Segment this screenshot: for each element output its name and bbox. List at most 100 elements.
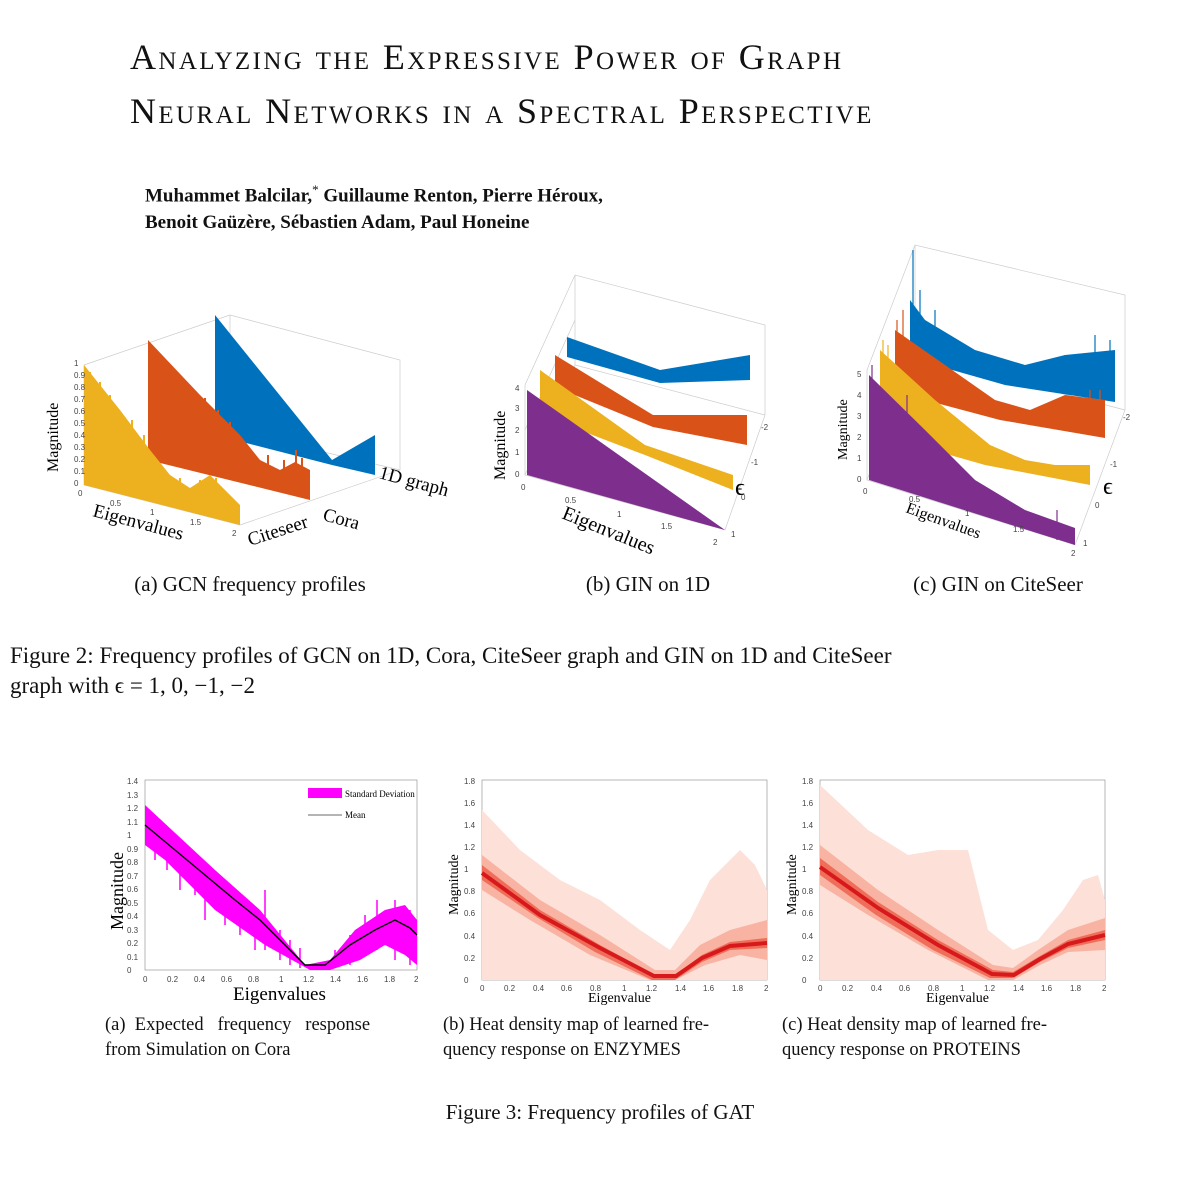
fig2c-gin-citeseer-plot: 0 1 2 3 4 5 0 0.5 1 1.5 2 1 0 -1 -2 Magn… — [836, 244, 1131, 558]
ginciteseer-xtick: 1 — [965, 509, 970, 518]
sim-xtick: 1.8 — [384, 975, 396, 984]
sim-y-label: Magnitude — [107, 852, 127, 930]
enzymes-ytick: 0 — [464, 976, 469, 985]
proteins-ytick: 0 — [802, 976, 807, 985]
enzymes-xtick: 1.8 — [732, 984, 744, 993]
figure3-caption: Figure 3: Frequency profiles of GAT — [445, 1100, 755, 1124]
sim-ytick: 0.9 — [127, 845, 139, 854]
gcn-ytick: 0.9 — [74, 371, 86, 380]
enzymes-xtick: 1 — [622, 984, 627, 993]
gcn-xtick: 1 — [150, 508, 155, 517]
fig3b-caption: (b) Heat density map of learned fre- que… — [443, 1013, 783, 1063]
gin1d-x-ticks: 0 0.5 1 1.5 2 — [521, 483, 718, 547]
ginciteseer-series-eps-minus2 — [910, 250, 1115, 402]
fig3c-caption: (c) Heat density map of learned fre- que… — [782, 1013, 1122, 1063]
proteins-ytick: 0.2 — [802, 954, 814, 963]
gin1d-ytick: 0 — [515, 470, 520, 479]
gcn-ytick: 0 — [74, 479, 79, 488]
ginciteseer-series-eps1 — [869, 365, 1075, 545]
ginciteseer-eps-tick: -2 — [1123, 413, 1131, 422]
fig3a-caption: (a) Expected frequency response from Sim… — [105, 1013, 440, 1063]
ginciteseer-ytick: 5 — [857, 370, 862, 379]
sim-xtick: 0.6 — [221, 975, 233, 984]
fig3a-caption-line1: (a) Expected frequency response — [105, 1015, 371, 1035]
proteins-xtick: 0.4 — [871, 984, 883, 993]
ginciteseer-ytick: 0 — [857, 475, 862, 484]
ginciteseer-x-ticks: 0 0.5 1 1.5 2 — [863, 487, 1076, 558]
ginciteseer-y-ticks: 0 1 2 3 4 5 — [857, 370, 862, 484]
sim-ytick: 1.2 — [127, 804, 139, 813]
gin1d-series-eps1 — [527, 390, 725, 530]
enzymes-xtick: 0.2 — [504, 984, 516, 993]
proteins-xtick: 0.2 — [842, 984, 854, 993]
legend-mean-label: Mean — [345, 810, 366, 820]
gin1d-xtick: 0 — [521, 483, 526, 492]
ginciteseer-eps-ticks: 1 0 -1 -2 — [1083, 413, 1131, 548]
sim-ytick: 0.5 — [127, 899, 139, 908]
gin1d-xtick: 2 — [713, 538, 718, 547]
enzymes-x-label: Eigenvalue — [588, 991, 651, 1006]
enzymes-xtick: 2 — [764, 984, 769, 993]
gin1d-eps-tick: -2 — [761, 423, 769, 432]
author-list: Muhammet Balcilar,* Guillaume Renton, Pi… — [145, 176, 603, 236]
gin1d-series-eps0 — [540, 370, 733, 490]
ginciteseer-xtick: 2 — [1071, 549, 1076, 558]
figure2-caption-line1: Figure 2: Frequency profiles of GCN on 1… — [10, 643, 892, 668]
enzymes-ytick: 0.2 — [464, 954, 476, 963]
figure2-caption-line2: graph with ϵ = 1, 0, −1, −2 — [10, 673, 255, 698]
enzymes-ytick: 0.8 — [464, 887, 476, 896]
gcn-ytick: 0.5 — [74, 419, 86, 428]
gcn-xtick: 1.5 — [190, 518, 202, 527]
sim-xtick: 1.4 — [330, 975, 342, 984]
enzymes-y-ticks: 0 0.2 0.4 0.6 0.8 1 1.2 1.4 1.6 1.8 — [464, 777, 476, 985]
sim-ytick: 0 — [127, 966, 132, 975]
ginciteseer-ytick: 3 — [857, 412, 862, 421]
fig3b-enzymes-heatmap: 0 0.2 0.4 0.6 0.8 1 1.2 1.4 1.6 1.8 0 0.… — [447, 777, 769, 1006]
sim-ytick: 0.2 — [127, 939, 139, 948]
sim-xtick: 1.6 — [357, 975, 369, 984]
gin1d-series-eps-minus1 — [555, 355, 747, 445]
fig3b-caption-line1: (b) Heat density map of learned fre- — [443, 1015, 710, 1035]
proteins-xtick: 0 — [818, 984, 823, 993]
enzymes-ytick: 1 — [464, 865, 469, 874]
gcn-xtick: 2 — [232, 529, 237, 538]
gin1d-ytick: 3 — [515, 404, 520, 413]
legend-std-swatch — [308, 788, 342, 798]
gin1d-ytick: 1 — [515, 448, 520, 457]
proteins-xtick: 2 — [1102, 984, 1107, 993]
authors-line-1b: Guillaume Renton, Pierre Héroux, — [318, 185, 603, 207]
gin1d-eps-tick: 0 — [741, 493, 746, 502]
proteins-ytick: 1.8 — [802, 777, 814, 786]
sim-ytick: 0.3 — [127, 926, 139, 935]
enzymes-ytick: 1.2 — [464, 843, 476, 852]
sim-xtick: 0.8 — [248, 975, 260, 984]
proteins-ytick: 1 — [802, 865, 807, 874]
proteins-ytick: 0.8 — [802, 887, 814, 896]
fig3c-caption-line2: quency response on PROTEINS — [782, 1040, 1021, 1060]
gcn-y-label: Magnitude — [45, 403, 62, 472]
gin1d-y-label: Magnitude — [492, 411, 509, 480]
proteins-y-label: Magnitude — [785, 854, 800, 915]
proteins-xtick: 0.6 — [899, 984, 911, 993]
gcn-xtick: 0 — [78, 489, 83, 498]
proteins-x-label: Eigenvalue — [926, 991, 989, 1006]
gcn-depth-label-1d: 1D graph — [377, 463, 452, 502]
sim-ytick: 1.4 — [127, 777, 139, 786]
sim-xtick: 1 — [279, 975, 284, 984]
proteins-x-ticks: 0 0.2 0.4 0.6 0.8 1 1.2 1.4 1.6 1.8 2 — [818, 984, 1107, 993]
fig3c-proteins-heatmap: 0 0.2 0.4 0.6 0.8 1 1.2 1.4 1.6 1.8 0 0.… — [785, 777, 1107, 1006]
sim-y-ticks: 0 0.1 0.2 0.3 0.4 0.5 0.6 0.7 0.8 0.9 1 … — [127, 777, 139, 975]
ginciteseer-ytick: 1 — [857, 454, 862, 463]
sim-xtick: 1.2 — [303, 975, 315, 984]
enzymes-ytick: 1.4 — [464, 821, 476, 830]
proteins-xtick: 0.8 — [928, 984, 940, 993]
proteins-ytick: 0.4 — [802, 932, 814, 941]
title-line-2: Neural Networks in a Spectral Perspectiv… — [130, 91, 874, 131]
fig2b-caption: (b) GIN on 1D — [585, 572, 711, 596]
gcn-series-1d-graph — [215, 315, 375, 475]
sim-x-ticks: 0 0.2 0.4 0.6 0.8 1 1.2 1.4 1.6 1.8 2 — [143, 975, 419, 984]
sim-x-label: Eigenvalues — [233, 984, 326, 1005]
fig2a-caption: (a) GCN frequency profiles — [134, 572, 366, 596]
ginciteseer-eps-label: ϵ — [1103, 474, 1113, 500]
enzymes-ytick: 1.8 — [464, 777, 476, 786]
